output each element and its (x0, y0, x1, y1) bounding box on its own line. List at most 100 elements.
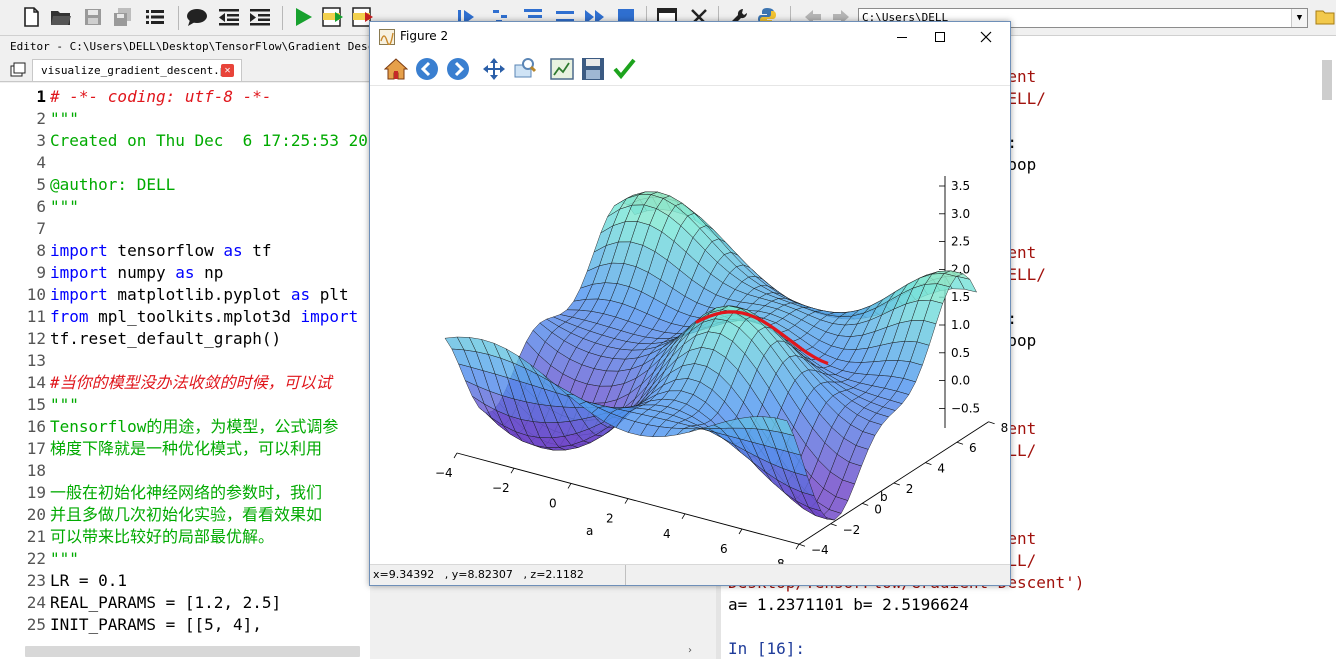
code-token: 可以带来比较好的局部最优解。 (50, 527, 275, 546)
pan-icon[interactable] (482, 57, 506, 81)
line-number: 23 (26, 571, 46, 590)
new-file-icon[interactable] (20, 6, 42, 28)
tab-label: visualize_gradient_descent.py (41, 64, 234, 77)
code-line: tf.reset_default_graph() (50, 328, 281, 350)
indent-icon[interactable] (249, 6, 271, 28)
back-icon[interactable] (415, 57, 439, 81)
continue-icon[interactable] (554, 6, 576, 28)
zoom-icon[interactable] (513, 57, 537, 81)
figure-statusbar: x=9.34392 , y=8.82307 , z=2.1182 (370, 564, 1010, 585)
b-tick-mark (862, 503, 869, 506)
z-tick-label: 3.0 (951, 207, 970, 221)
code-token: import (300, 307, 359, 326)
status-x: x=9.34392 (373, 568, 435, 581)
code-token: import (50, 241, 108, 260)
a-tick-label: 0 (549, 496, 557, 510)
run-icon[interactable] (292, 6, 314, 28)
close-window-icon[interactable] (973, 24, 999, 50)
line-number: 22 (26, 549, 46, 568)
b-tick-mark (988, 421, 995, 425)
console-scrollbar[interactable] (1322, 60, 1332, 100)
edit-axis-icon[interactable] (612, 57, 636, 81)
forward-arrow-icon[interactable] (830, 6, 852, 28)
a-axis-label: a (586, 524, 593, 538)
code-token: Tensorflow的用途，为模型，公式调参 (50, 417, 339, 436)
horizontal-scrollbar[interactable] (25, 646, 360, 657)
run-cell-advance-icon[interactable] (352, 6, 374, 28)
surface-plot-3d[interactable]: −4−202468−4−2024683.53.02.52.01.51.00.50… (370, 86, 1010, 571)
b-tick-label: 0 (874, 502, 882, 516)
code-line: INIT_PARAMS = [[5, 4], (50, 614, 262, 636)
code-token: INIT_PARAMS = [[5, 4], (50, 615, 262, 634)
fast-forward-icon[interactable] (584, 6, 606, 28)
preferences-icon[interactable] (728, 6, 750, 28)
save-icon[interactable] (82, 6, 104, 28)
code-token: """ (50, 109, 79, 128)
b-tick-label: −2 (843, 523, 861, 537)
b-tick-mark (956, 441, 964, 445)
save-figure-icon[interactable] (581, 57, 605, 81)
close-icon[interactable]: ✕ (221, 64, 234, 77)
chevron-down-icon[interactable]: ▼ (1291, 9, 1307, 27)
code-line: from mpl_toolkits.mplot3d import (50, 306, 358, 328)
run-cell-icon[interactable] (322, 6, 344, 28)
file-list-icon[interactable] (144, 6, 166, 28)
b-tick-label: 8 (1001, 421, 1009, 435)
line-number: 19 (26, 483, 46, 502)
code-token: """ (50, 549, 79, 568)
code-token: #当你的模型没办法收敛的时候，可以试 (50, 373, 332, 392)
code-line: 一般在初始化神经网络的参数时，我们 (50, 482, 322, 504)
code-line: """ (50, 108, 79, 130)
figure-canvas[interactable]: −4−202468−4−2024683.53.02.52.01.51.00.50… (370, 86, 1010, 571)
code-token: mpl_toolkits.mplot3d (88, 307, 301, 326)
code-line: import matplotlib.pyplot as plt (50, 284, 349, 306)
surface-face (774, 417, 795, 436)
line-number-gutter: 1 2 3 4 5 6 7 8 9 10 11 12 13 14 15 16 17 18 19 20 21 22 23 24 2… (0, 83, 48, 659)
save-all-icon[interactable] (112, 6, 134, 28)
z-tick-label: 0.0 (951, 374, 970, 388)
b-axis-label: b (880, 490, 888, 504)
code-line: 可以带来比较好的局部最优解。 (50, 526, 274, 548)
open-folder-icon[interactable] (50, 6, 72, 28)
a-tick-label: −2 (492, 481, 510, 495)
a-tick-label: −4 (435, 466, 453, 480)
code-token: """ (50, 395, 79, 414)
step-icon[interactable] (455, 6, 477, 28)
code-line: """ (50, 394, 79, 416)
code-token: matplotlib.pyplot (107, 285, 291, 304)
code-token: np (194, 263, 224, 282)
a-tick-label: 4 (663, 527, 671, 541)
configure-subplots-icon[interactable] (550, 57, 574, 81)
back-arrow-icon[interactable] (802, 6, 824, 28)
line-number: 2 (36, 109, 46, 128)
unindent-icon[interactable] (218, 6, 240, 28)
code-line: LR = 0.1 (50, 570, 127, 592)
tab-visualize-gradient-descent[interactable]: visualize_gradient_descent.py ✕ (32, 59, 242, 81)
code-editor[interactable]: 1 2 3 4 5 6 7 8 9 10 11 12 13 14 15 16 17 18 19 20 21 22 23 24 2… (0, 83, 370, 659)
browse-folder-icon[interactable] (1314, 6, 1336, 28)
z-tick-label: 0.5 (951, 346, 970, 360)
browse-tabs-icon[interactable] (10, 62, 26, 78)
code-line: Created on Thu Dec 6 17:25:53 2018 (50, 130, 370, 152)
surface-mesh (444, 191, 978, 521)
comment-icon[interactable] (186, 6, 208, 28)
line-number: 4 (36, 153, 46, 172)
code-line: 梯度下降就是一种优化模式，可以利用 (50, 438, 322, 460)
line-number: 18 (26, 461, 46, 480)
a-tick-mark (624, 498, 629, 504)
home-icon[interactable] (383, 57, 409, 81)
z-tick-label: 1.5 (951, 290, 970, 304)
line-number: 14 (26, 373, 46, 392)
line-number: 17 (26, 439, 46, 458)
scroll-right-icon[interactable]: › (688, 645, 692, 656)
code-token: as (223, 241, 243, 260)
line-number: 24 (26, 593, 46, 612)
minimize-icon[interactable] (889, 24, 915, 50)
forward-icon[interactable] (446, 57, 470, 81)
line-number: 20 (26, 505, 46, 524)
maximize-icon[interactable] (927, 24, 953, 50)
code-token: @author: DELL (50, 175, 176, 194)
z-tick-label: −0.5 (951, 401, 980, 415)
line-number: 3 (36, 131, 46, 150)
